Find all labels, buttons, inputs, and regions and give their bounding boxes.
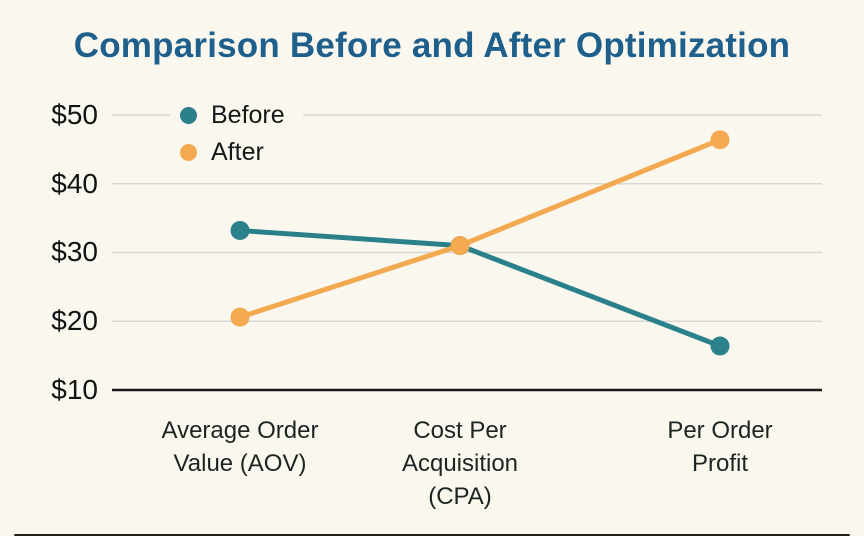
legend-item-after: After xyxy=(170,137,303,168)
legend-marker-before-icon xyxy=(180,107,197,124)
legend-marker-after-icon xyxy=(180,144,197,161)
legend-label-before: Before xyxy=(211,101,285,129)
y-tick-label: $40 xyxy=(51,168,98,199)
chart-title: Comparison Before and After Optimization xyxy=(73,26,791,65)
card-bottom-edge xyxy=(14,534,850,536)
legend-label-after: After xyxy=(211,138,264,166)
y-tick-label: $10 xyxy=(51,374,98,405)
legend: Before After xyxy=(170,100,303,174)
legend-item-before: Before xyxy=(170,100,303,131)
y-tick-label: $50 xyxy=(51,99,98,130)
x-tick-label-profit: Per Order Profit xyxy=(667,417,773,477)
y-tick-label: $20 xyxy=(51,305,98,336)
x-tick-label-aov: Average Order Value (AOV) xyxy=(161,417,319,477)
x-tick-label-cpa: Cost Per Acquisition (CPA) xyxy=(401,417,519,510)
y-tick-label: $30 xyxy=(51,236,98,267)
